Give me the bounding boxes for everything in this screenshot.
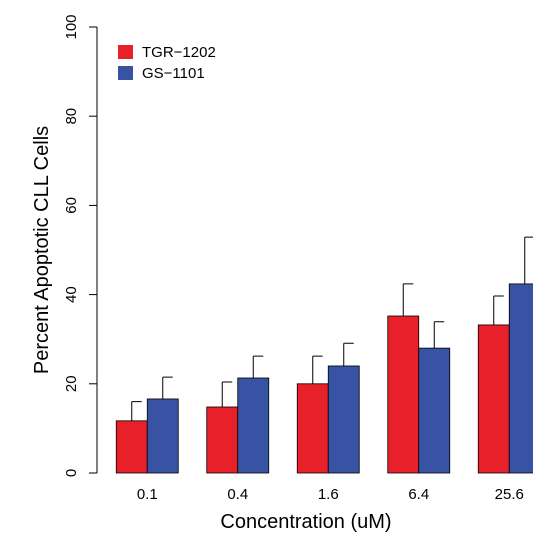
error-bar bbox=[493, 295, 504, 325]
x-tick-label: 6.4 bbox=[408, 486, 429, 503]
error-bar bbox=[524, 236, 533, 284]
y-tick-label: 60 bbox=[63, 197, 80, 214]
y-tick-label: 80 bbox=[63, 108, 80, 125]
x-tick-label: 0.1 bbox=[137, 486, 158, 503]
error-bar bbox=[252, 355, 264, 379]
x-tick-label: 25.6 bbox=[495, 486, 524, 503]
y-tick-label: 100 bbox=[63, 14, 80, 39]
error-bar bbox=[312, 355, 323, 384]
bar bbox=[387, 315, 420, 474]
legend-label: GS−1101 bbox=[142, 65, 205, 82]
bar bbox=[477, 324, 510, 474]
y-tick-label: 0 bbox=[63, 469, 80, 477]
bar bbox=[115, 420, 148, 474]
bar bbox=[237, 377, 270, 474]
legend-swatch bbox=[118, 66, 133, 80]
error-bar bbox=[131, 401, 142, 421]
x-tick-label: 1.6 bbox=[318, 486, 339, 503]
bar bbox=[296, 383, 329, 474]
legend-swatch bbox=[118, 45, 133, 59]
error-bar bbox=[343, 342, 354, 366]
bar bbox=[508, 283, 533, 474]
error-bar bbox=[162, 376, 173, 399]
bar bbox=[146, 398, 179, 474]
y-axis-label: Percent Apoptotic CLL Cells bbox=[31, 126, 53, 374]
y-tick-label: 40 bbox=[63, 286, 80, 303]
error-bar bbox=[402, 283, 414, 317]
error-bar bbox=[433, 321, 445, 349]
error-bar bbox=[221, 381, 233, 407]
y-tick-label: 20 bbox=[63, 375, 80, 392]
bar bbox=[206, 406, 239, 474]
legend-label: TGR−1202 bbox=[142, 44, 216, 61]
x-tick-label: 0.4 bbox=[227, 486, 248, 503]
bar bbox=[327, 365, 360, 474]
x-axis-label: Concentration (uM) bbox=[220, 511, 391, 533]
bar bbox=[418, 347, 451, 474]
